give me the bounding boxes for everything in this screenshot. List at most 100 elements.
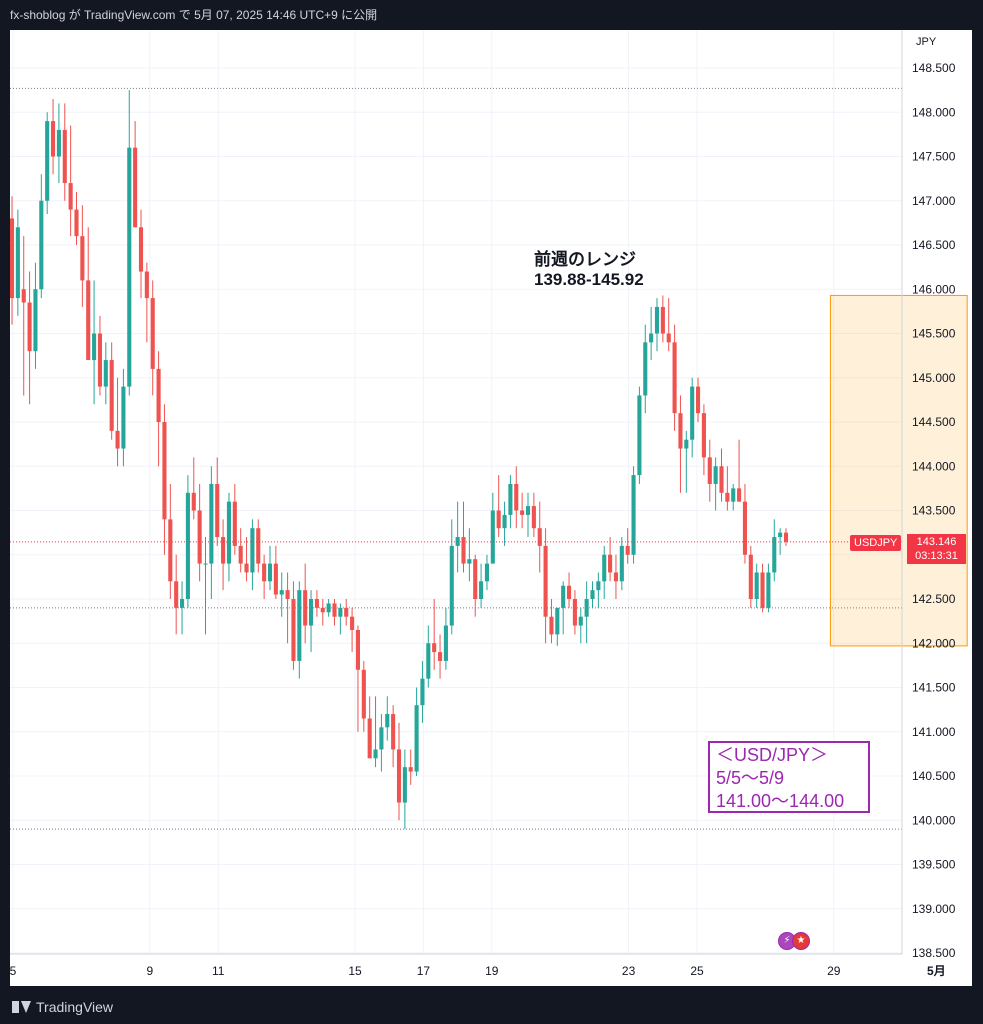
candle	[197, 483, 202, 582]
candle-body	[654, 306, 660, 334]
candle	[144, 262, 149, 343]
candle	[344, 599, 349, 626]
candle-body	[725, 492, 730, 502]
candle	[731, 483, 736, 511]
x-axis[interactable]: 59111517192325295月3791	[10, 964, 972, 978]
candle	[133, 121, 138, 228]
candle-body	[772, 537, 777, 573]
candle	[402, 749, 407, 830]
candles	[10, 90, 789, 830]
candle-body	[27, 302, 32, 352]
candle	[432, 599, 437, 670]
candle	[772, 519, 777, 582]
candle	[74, 191, 79, 245]
x-tick-label: 19	[485, 964, 499, 978]
candle	[496, 475, 501, 538]
candle	[479, 563, 484, 608]
candle	[15, 209, 20, 316]
candle	[643, 324, 648, 414]
us-flag-icon[interactable]: ★	[792, 932, 810, 950]
candle	[695, 377, 701, 422]
candle-body	[168, 519, 173, 582]
candle	[725, 466, 730, 511]
candle	[672, 324, 677, 431]
footer-brand[interactable]: TradingView	[0, 990, 983, 1024]
candle	[361, 660, 366, 732]
candle	[297, 581, 302, 679]
candle	[555, 607, 560, 646]
candle-body	[479, 581, 484, 599]
range-boxes	[829, 294, 968, 647]
candle	[760, 563, 765, 613]
candle-body	[133, 147, 138, 228]
candle-body	[678, 413, 683, 449]
candle-body	[174, 581, 179, 608]
candle	[156, 351, 161, 467]
candle	[561, 581, 566, 635]
candle	[168, 483, 173, 599]
candle	[408, 749, 413, 785]
candle	[631, 466, 636, 564]
chart-area[interactable]: 148.500 148.000 147.500 147.000 146.500 146.0…	[10, 30, 972, 986]
candle-body	[596, 581, 601, 591]
candle-body	[695, 386, 701, 414]
candle-body	[402, 767, 407, 803]
candle-body	[619, 545, 624, 582]
y-axis[interactable]: 148.500 148.000 147.500 147.000 146.500 146.0…	[912, 61, 956, 960]
candle-body	[631, 475, 636, 555]
candle-body	[420, 678, 425, 706]
forecast-range: 141.00～144.00	[716, 791, 845, 811]
candle-body	[514, 483, 519, 511]
y-tick-label: 138.500	[912, 946, 956, 960]
candle-body	[350, 616, 355, 630]
candle-body	[613, 572, 619, 582]
candle-body	[338, 607, 343, 617]
candle-body	[649, 333, 654, 343]
candle	[660, 295, 665, 343]
candle	[713, 457, 718, 511]
candle-body	[666, 333, 671, 343]
symbol-tag: USDJPY	[850, 535, 902, 551]
y-tick-label: 144.000	[912, 459, 956, 473]
candle	[737, 439, 742, 502]
candle-body	[742, 501, 748, 555]
candle-body	[637, 395, 642, 476]
candle-body	[508, 483, 513, 515]
candle-body	[80, 236, 85, 281]
ticker-icons[interactable]: ⚡ ★	[778, 932, 810, 950]
candle	[596, 572, 601, 608]
candle-body	[426, 643, 431, 679]
candle-body	[543, 545, 548, 617]
x-tick-label: 11	[212, 964, 225, 978]
candle-body	[332, 603, 337, 617]
candle-body	[414, 705, 419, 772]
candle	[355, 625, 361, 732]
candle	[707, 439, 712, 502]
candle	[484, 554, 490, 591]
lightning-icon[interactable]: ⚡	[778, 932, 796, 950]
candle-body	[185, 492, 190, 599]
candle-body	[238, 545, 243, 564]
price-chart[interactable]: 148.500 148.000 147.500 147.000 146.500 146.0…	[10, 30, 972, 986]
candle	[56, 103, 61, 184]
candle-body	[10, 218, 15, 299]
candle-body	[584, 599, 589, 617]
candle	[226, 492, 232, 582]
candle-body	[62, 129, 67, 184]
candle-body	[197, 510, 202, 564]
prev-week-range-title: 前週のレンジ	[534, 250, 636, 269]
candle	[62, 103, 67, 201]
candle-body	[525, 506, 531, 515]
candle-body	[45, 121, 50, 201]
candle	[637, 386, 642, 484]
tradingview-logo-icon	[12, 1001, 31, 1013]
candle	[414, 687, 419, 776]
candle	[619, 537, 624, 591]
candle	[391, 705, 396, 768]
y-tick-label: 144.500	[912, 415, 956, 429]
candle-body	[103, 360, 108, 387]
x-tick-label: 23	[622, 964, 636, 978]
candle-body	[408, 767, 413, 772]
candle-body	[760, 572, 765, 608]
candle-body	[572, 599, 577, 626]
